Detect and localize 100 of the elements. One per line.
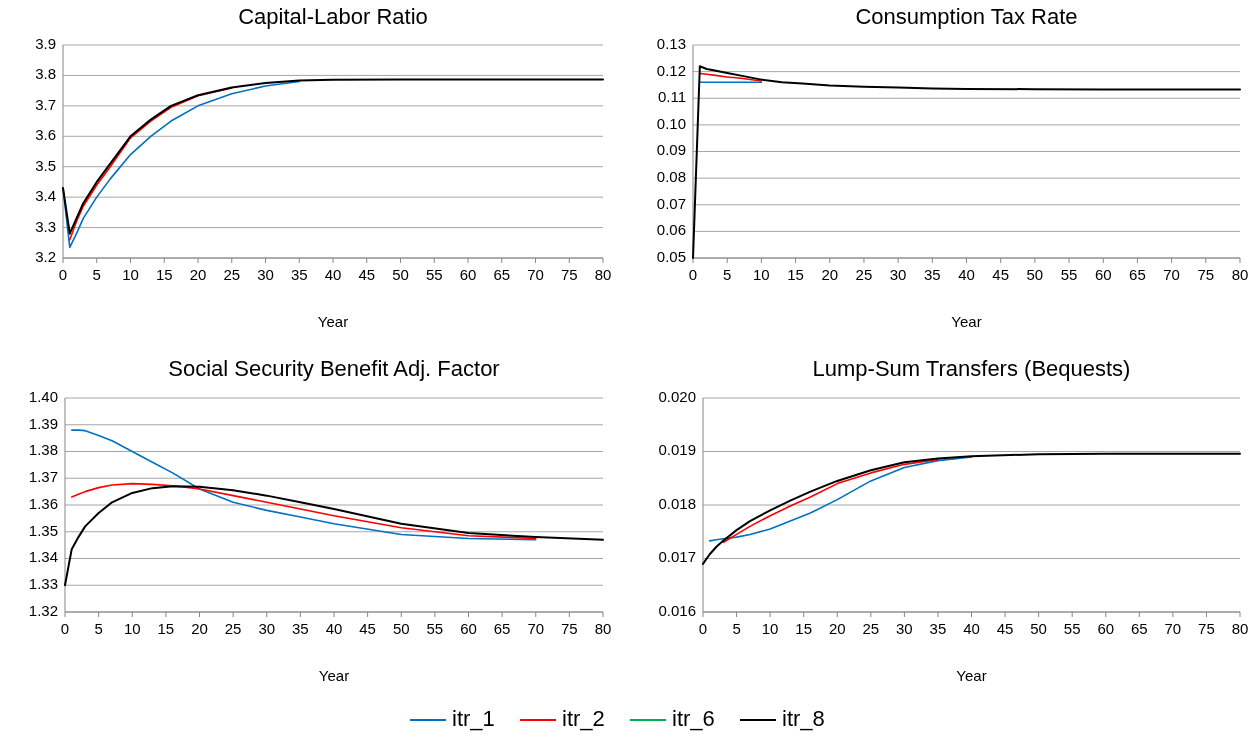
x-tick-label: 60 bbox=[459, 266, 477, 283]
x-tick-label: 10 bbox=[753, 266, 770, 283]
y-tick-label: 3.6 bbox=[35, 126, 56, 144]
x-tick-label: 55 bbox=[1063, 620, 1081, 637]
line-series bbox=[62, 80, 301, 249]
x-tick-label: 35 bbox=[292, 620, 309, 637]
y-tick-label: 0.11 bbox=[657, 88, 686, 106]
x-tick-label: 50 bbox=[392, 620, 410, 637]
y-tick-label: 3.5 bbox=[35, 156, 56, 174]
x-tick-label: 40 bbox=[958, 266, 975, 283]
x-tick-label: 75 bbox=[1198, 620, 1215, 637]
y-tick-label: 0.06 bbox=[656, 221, 686, 239]
chart-title: Lump-Sum Transfers (Bequests) bbox=[812, 355, 1131, 381]
y-tick-label: 0.09 bbox=[656, 141, 686, 159]
x-tick-label: 30 bbox=[257, 266, 274, 283]
x-tick-label: 15 bbox=[155, 266, 173, 283]
x-tick-label: 20 bbox=[189, 266, 207, 283]
y-tick-label: 0.05 bbox=[656, 247, 686, 265]
y-tick-label: 0.08 bbox=[656, 168, 686, 186]
x-tick-label: 45 bbox=[358, 266, 376, 283]
x-tick-label: 65 bbox=[493, 266, 511, 283]
x-tick-label: 20 bbox=[821, 266, 839, 283]
y-tick-label: 0.12 bbox=[656, 61, 686, 79]
x-tick-label: 70 bbox=[1163, 266, 1180, 283]
x-tick-label: 30 bbox=[889, 266, 907, 283]
x-tick-label: 80 bbox=[594, 620, 612, 637]
x-tick-label: 70 bbox=[527, 620, 545, 637]
x-tick-label: 10 bbox=[122, 266, 139, 283]
chart-title: Social Security Benefit Adj. Factor bbox=[168, 355, 500, 381]
x-tick-label: 20 bbox=[191, 620, 208, 637]
x-tick-label: 30 bbox=[258, 620, 276, 637]
x-tick-label: 15 bbox=[795, 620, 813, 637]
x-tick-label: 80 bbox=[1231, 266, 1249, 283]
x-tick-label: 0 bbox=[688, 266, 698, 283]
x-tick-label: 10 bbox=[761, 620, 779, 637]
x-tick-label: 50 bbox=[392, 266, 409, 283]
y-tick-label: 1.38 bbox=[28, 441, 58, 459]
x-tick-label: 25 bbox=[855, 266, 873, 283]
x-tick-label: 25 bbox=[223, 266, 241, 283]
x-tick-label: 70 bbox=[527, 266, 544, 283]
y-tick-label: 3.8 bbox=[35, 65, 56, 83]
y-tick-label: 1.32 bbox=[28, 601, 58, 619]
y-tick-label: 1.37 bbox=[28, 468, 58, 486]
chart-title: Consumption Tax Rate bbox=[855, 3, 1078, 29]
y-tick-label: 0.017 bbox=[658, 548, 696, 566]
x-tick-label: 55 bbox=[426, 620, 444, 637]
x-tick-label: 50 bbox=[1030, 620, 1047, 637]
x-tick-label: 45 bbox=[359, 620, 376, 637]
y-tick-label: 3.2 bbox=[35, 247, 56, 265]
x-axis-title: Year bbox=[951, 312, 982, 330]
y-tick-label: 3.4 bbox=[35, 187, 56, 205]
line-series bbox=[702, 452, 1241, 565]
x-tick-label: 55 bbox=[1060, 266, 1078, 283]
line-series bbox=[70, 482, 537, 540]
line-series bbox=[64, 485, 604, 587]
x-tick-label: 5 bbox=[94, 620, 103, 637]
y-tick-label: 1.36 bbox=[28, 494, 58, 512]
x-tick-label: 80 bbox=[594, 266, 612, 283]
y-tick-label: 0.07 bbox=[656, 194, 686, 212]
x-tick-label: 60 bbox=[460, 620, 477, 637]
y-tick-label: 0.018 bbox=[658, 494, 696, 512]
x-tick-label: 0 bbox=[58, 266, 68, 283]
y-tick-label: 0.020 bbox=[658, 387, 696, 405]
x-tick-label: 5 bbox=[723, 266, 732, 283]
x-tick-label: 60 bbox=[1094, 266, 1112, 283]
x-tick-label: 25 bbox=[862, 620, 880, 637]
y-tick-label: 3.9 bbox=[35, 34, 56, 52]
y-tick-label: 0.016 bbox=[658, 601, 696, 619]
x-tick-label: 35 bbox=[929, 620, 947, 637]
x-tick-label: 75 bbox=[560, 266, 578, 283]
line-series bbox=[699, 72, 763, 82]
x-tick-label: 45 bbox=[992, 266, 1010, 283]
x-tick-label: 60 bbox=[1097, 620, 1115, 637]
y-tick-label: 1.34 bbox=[28, 548, 58, 566]
x-tick-label: 55 bbox=[425, 266, 443, 283]
x-tick-label: 10 bbox=[123, 620, 141, 637]
x-tick-label: 5 bbox=[92, 266, 101, 283]
legend-label: itr_2 bbox=[562, 705, 605, 731]
x-tick-label: 40 bbox=[963, 620, 980, 637]
line-series bbox=[62, 78, 604, 235]
line-series bbox=[70, 429, 537, 541]
x-tick-label: 70 bbox=[1164, 620, 1182, 637]
x-tick-label: 80 bbox=[1231, 620, 1249, 637]
x-tick-label: 45 bbox=[996, 620, 1014, 637]
legend-label: itr_6 bbox=[672, 705, 715, 731]
y-tick-label: 0.13 bbox=[656, 34, 686, 52]
line-series bbox=[722, 458, 939, 544]
x-tick-label: 75 bbox=[561, 620, 578, 637]
y-tick-label: 1.40 bbox=[28, 387, 58, 405]
x-tick-label: 0 bbox=[60, 620, 70, 637]
legend-label: itr_8 bbox=[782, 705, 825, 731]
y-tick-label: 1.39 bbox=[28, 414, 58, 432]
x-tick-label: 65 bbox=[493, 620, 511, 637]
y-tick-label: 1.33 bbox=[28, 575, 58, 593]
x-tick-label: 0 bbox=[698, 620, 708, 637]
y-tick-label: 0.019 bbox=[658, 441, 696, 459]
x-tick-label: 35 bbox=[923, 266, 941, 283]
line-series bbox=[708, 456, 973, 542]
chart-title: Capital-Labor Ratio bbox=[238, 3, 428, 29]
x-tick-label: 15 bbox=[157, 620, 175, 637]
